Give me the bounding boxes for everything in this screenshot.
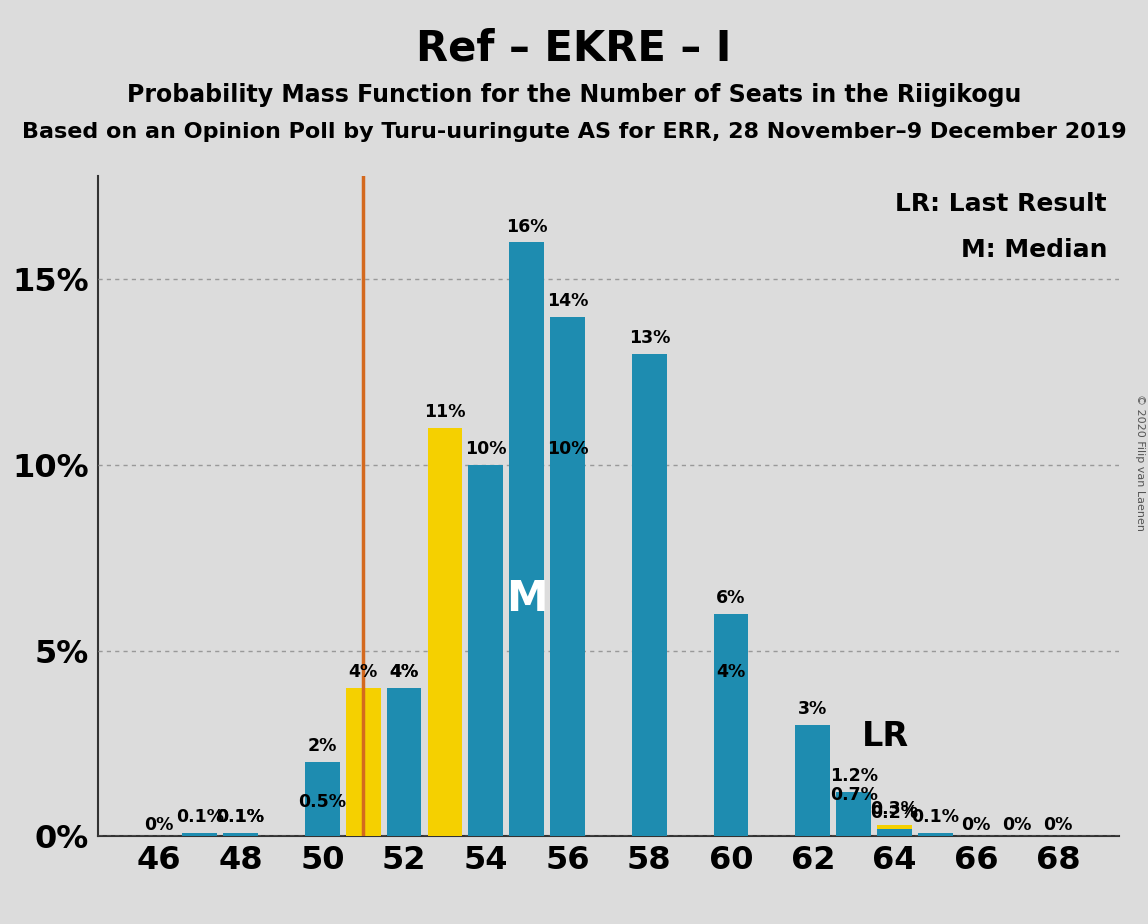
Bar [387, 687, 421, 836]
Text: Ref – EKRE – I: Ref – EKRE – I [417, 28, 731, 69]
Text: 0.1%: 0.1% [217, 808, 265, 826]
Text: 0.1%: 0.1% [912, 808, 960, 826]
Text: 1.2%: 1.2% [830, 767, 878, 785]
Text: LR: Last Result: LR: Last Result [895, 192, 1107, 216]
Bar [346, 687, 381, 836]
Bar [796, 724, 830, 836]
Text: 10%: 10% [465, 441, 506, 458]
Text: 3%: 3% [798, 700, 828, 718]
Bar [550, 317, 585, 836]
Bar [510, 242, 544, 836]
Text: 0%: 0% [962, 816, 991, 834]
Text: 0.1%: 0.1% [176, 808, 224, 826]
Text: 0%: 0% [1002, 816, 1032, 834]
Bar [468, 465, 503, 836]
Bar [714, 687, 748, 836]
Text: Probability Mass Function for the Number of Seats in the Riigikogu: Probability Mass Function for the Number… [126, 83, 1022, 107]
Text: M: Median: M: Median [961, 238, 1107, 262]
Text: 4%: 4% [349, 663, 378, 681]
Bar [550, 465, 585, 836]
Text: M: M [506, 578, 548, 620]
Bar [918, 833, 953, 836]
Text: 14%: 14% [546, 292, 588, 310]
Text: Based on an Opinion Poll by Turu-uuringute AS for ERR, 28 November–9 December 20: Based on an Opinion Poll by Turu-uuringu… [22, 122, 1126, 142]
Bar [631, 354, 667, 836]
Text: 6%: 6% [716, 589, 746, 607]
Text: 0.5%: 0.5% [298, 793, 347, 811]
Text: 0.1%: 0.1% [217, 808, 265, 826]
Bar [387, 687, 421, 836]
Bar [305, 762, 340, 836]
Text: 4%: 4% [389, 663, 419, 681]
Bar [714, 614, 748, 836]
Text: 2%: 2% [308, 737, 338, 755]
Text: 4%: 4% [716, 663, 746, 681]
Text: 16%: 16% [506, 218, 548, 236]
Text: 0%: 0% [1044, 816, 1072, 834]
Text: 4%: 4% [389, 663, 419, 681]
Text: 0.3%: 0.3% [870, 800, 918, 819]
Bar [877, 829, 912, 836]
Text: 11%: 11% [425, 403, 466, 421]
Bar [183, 833, 217, 836]
Bar [305, 818, 340, 836]
Text: 0%: 0% [145, 816, 173, 834]
Text: 0.7%: 0.7% [830, 785, 877, 804]
Bar [877, 825, 912, 836]
Text: 10%: 10% [546, 441, 588, 458]
Text: 13%: 13% [629, 329, 670, 347]
Bar [223, 833, 258, 836]
Bar [836, 810, 871, 836]
Text: 0.2%: 0.2% [870, 804, 918, 822]
Bar [836, 792, 871, 836]
Bar [427, 428, 463, 836]
Bar [223, 833, 258, 836]
Text: © 2020 Filip van Laenen: © 2020 Filip van Laenen [1135, 394, 1145, 530]
Text: LR: LR [862, 720, 909, 752]
